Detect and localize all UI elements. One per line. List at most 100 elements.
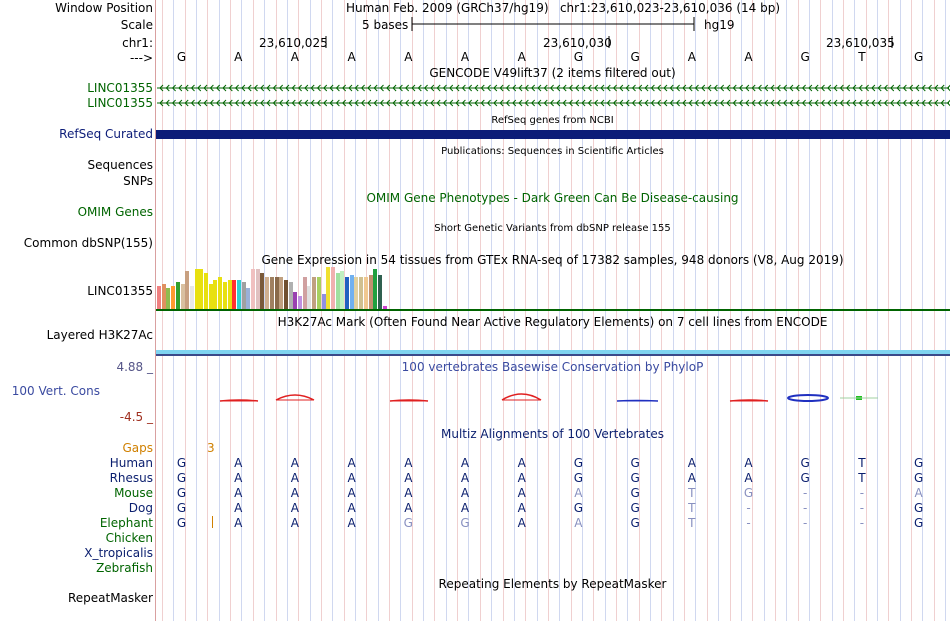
gtex-tissue-bar[interactable] — [269, 277, 274, 309]
alignment-base: G — [176, 501, 187, 515]
window-position-label: Window Position — [55, 1, 153, 15]
refseq-gene-bar[interactable] — [156, 130, 950, 139]
gtex-tissue-bar[interactable] — [208, 284, 213, 309]
gtex-tissue-bar[interactable] — [298, 296, 303, 309]
gap-marker — [212, 516, 213, 528]
gtex-tissue-bar[interactable] — [157, 286, 162, 309]
phylop-label[interactable]: 100 Vert. Cons — [11, 384, 100, 398]
gtex-tissue-bar[interactable] — [316, 277, 321, 309]
gencode-item-label[interactable]: LINC01355 — [87, 81, 153, 95]
gtex-tissue-bar[interactable] — [335, 273, 340, 309]
gtex-tissue-bar[interactable] — [218, 277, 223, 309]
gencode-strand-arrows — [159, 99, 950, 107]
dbsnp-track-title[interactable]: Short Genetic Variants from dbSNP releas… — [434, 223, 671, 234]
gtex-tissue-bar[interactable] — [274, 277, 279, 309]
gtex-tissue-bar[interactable] — [340, 271, 345, 309]
gtex-tissue-bar[interactable] — [175, 282, 180, 309]
alignment-base: A — [744, 471, 753, 485]
gtex-tissue-bar[interactable] — [236, 280, 241, 309]
scale-label: Scale — [120, 18, 153, 32]
alignment-base: - — [859, 486, 865, 500]
species-label[interactable]: Elephant — [99, 516, 153, 530]
repeatmasker-track-title[interactable]: Repeating Elements by RepeatMasker — [438, 577, 667, 591]
gtex-tissue-bar[interactable] — [382, 306, 387, 309]
gtex-tissue-bar[interactable] — [241, 282, 246, 309]
alignment-base: A — [517, 471, 526, 485]
species-label[interactable]: Dog — [128, 501, 153, 515]
dbsnp-label[interactable]: Common dbSNP(155) — [23, 236, 153, 250]
gtex-tissue-bar[interactable] — [359, 277, 364, 309]
gtex-tissue-bar[interactable] — [330, 267, 335, 309]
gtex-track-title[interactable]: Gene Expression in 54 tissues from GTEx … — [261, 253, 844, 267]
gtex-tissue-bar[interactable] — [161, 284, 166, 309]
gtex-tissue-bar[interactable] — [307, 286, 312, 309]
multiz-track-title[interactable]: Multiz Alignments of 100 Vertebrates — [440, 427, 665, 441]
gtex-baseline — [156, 309, 950, 311]
repeatmasker-label[interactable]: RepeatMasker — [67, 591, 153, 605]
gtex-tissue-bar[interactable] — [246, 288, 251, 309]
reference-base: A — [517, 50, 526, 64]
gtex-gene-label[interactable]: LINC01355 — [87, 284, 153, 298]
gtex-tissue-bar[interactable] — [293, 292, 298, 309]
phylop-min-label: -4.5 _ — [119, 410, 153, 424]
gtex-tissue-bar[interactable] — [326, 267, 331, 309]
gtex-tissue-bar[interactable] — [189, 286, 194, 309]
publications-track-title[interactable]: Publications: Sequences in Scientific Ar… — [441, 146, 664, 157]
alignment-base: A — [460, 471, 470, 485]
gtex-tissue-bar[interactable] — [283, 280, 288, 309]
refseq-label[interactable]: RefSeq Curated — [59, 127, 153, 141]
gtex-tissue-bar[interactable] — [255, 269, 260, 309]
gtex-tissue-bar[interactable] — [185, 271, 190, 309]
h3k27ac-label[interactable]: Layered H3K27Ac — [46, 328, 153, 342]
gtex-tissue-bar[interactable] — [373, 269, 378, 309]
gtex-tissue-bar[interactable] — [288, 282, 293, 309]
gtex-tissue-bar[interactable] — [260, 273, 265, 309]
species-label[interactable]: Chicken — [105, 531, 153, 545]
omim-label[interactable]: OMIM Genes — [77, 205, 153, 219]
gtex-tissue-bar[interactable] — [349, 275, 354, 309]
gtex-tissue-bar[interactable] — [377, 275, 382, 309]
sequences-label[interactable]: Sequences — [87, 158, 153, 172]
species-label[interactable]: Human — [109, 456, 153, 470]
alignment-base: A — [517, 456, 526, 470]
gtex-tissue-bar[interactable] — [279, 277, 284, 309]
gtex-tissue-bar[interactable] — [302, 277, 307, 309]
species-label[interactable]: Rhesus — [109, 471, 153, 485]
omim-track-title[interactable]: OMIM Gene Phenotypes - Dark Green Can Be… — [366, 191, 739, 205]
gtex-tissue-bar[interactable] — [251, 269, 256, 309]
snps-label[interactable]: SNPs — [123, 174, 153, 188]
gtex-tissue-bar[interactable] — [368, 275, 373, 309]
gtex-tissue-bar[interactable] — [227, 280, 232, 309]
gtex-tissue-bar[interactable] — [222, 282, 227, 309]
gtex-tissue-bar[interactable] — [166, 288, 171, 309]
gtex-tissue-bar[interactable] — [194, 269, 199, 309]
gtex-tissue-bar[interactable] — [171, 286, 176, 309]
species-label[interactable]: X_tropicalis — [84, 546, 153, 560]
gtex-tissue-bar[interactable] — [354, 277, 359, 309]
gtex-tissue-bar[interactable] — [321, 294, 326, 309]
gtex-tissue-bar[interactable] — [213, 280, 218, 309]
alignment-base: G — [403, 516, 413, 530]
h3k27ac-signal[interactable] — [156, 350, 950, 354]
gtex-tissue-bar[interactable] — [199, 269, 204, 309]
gtex-tissue-bar[interactable] — [312, 277, 317, 309]
gencode-track-title[interactable]: GENCODE V49lift37 (2 items filtered out) — [429, 66, 676, 80]
gtex-tissue-bar[interactable] — [232, 280, 237, 309]
gencode-item-label[interactable]: LINC01355 — [87, 96, 153, 110]
species-label[interactable]: Zebrafish — [96, 561, 153, 575]
alignment-base: A — [347, 456, 356, 470]
gtex-tissue-bar[interactable] — [204, 273, 209, 309]
gtex-tissue-bar[interactable] — [363, 277, 368, 309]
gtex-tissue-bar[interactable] — [180, 284, 185, 309]
alignment-base: A — [744, 456, 753, 470]
refseq-track-title[interactable]: RefSeq genes from NCBI — [491, 115, 614, 126]
alignment-base: A — [404, 501, 413, 515]
gtex-tissue-bar[interactable] — [345, 277, 350, 309]
gtex-tissue-bar[interactable] — [265, 277, 270, 309]
alignment-base: A — [234, 516, 243, 530]
phylop-track-title[interactable]: 100 vertebrates Basewise Conservation by… — [401, 360, 704, 374]
strand-label: ---> — [129, 51, 153, 65]
species-label[interactable]: Mouse — [114, 486, 153, 500]
h3k27ac-track-title[interactable]: H3K27Ac Mark (Often Found Near Active Re… — [277, 315, 828, 329]
